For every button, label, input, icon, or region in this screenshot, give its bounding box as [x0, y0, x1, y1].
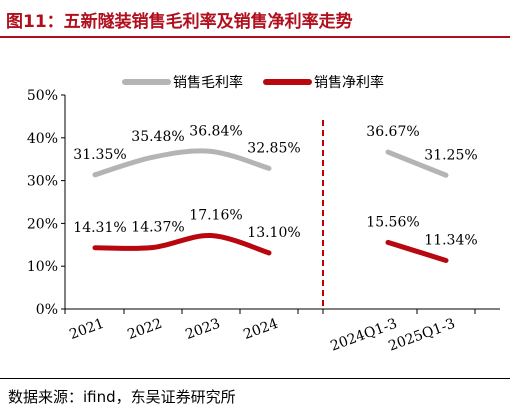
y-tick-label: 0% — [36, 302, 58, 318]
series-line-gross-quarterly — [385, 149, 449, 178]
source-divider — [0, 378, 510, 379]
legend-label-gross: 销售毛利率 — [173, 74, 243, 91]
series-line-gross-annual — [92, 148, 272, 178]
title-underline — [0, 36, 510, 38]
y-axis: 0% 10% 20% 30% 40% 50% — [27, 88, 66, 318]
x-tick-label: 2021 — [67, 316, 106, 343]
legend-label-net: 销售净利率 — [314, 74, 384, 91]
data-label-net: 15.56% — [366, 214, 419, 230]
data-label-gross: 32.85% — [247, 140, 300, 156]
series-line-net-quarterly — [385, 239, 449, 263]
data-labels: 31.35% 35.48% 36.84% 32.85% 36.67% 31.25% 14.3… — [73, 123, 477, 248]
figure-title-bar: 图11：五新隧装销售毛利率及销售净利率走势 — [0, 0, 510, 38]
y-tick-label: 10% — [27, 259, 58, 275]
y-tick-label: 20% — [27, 216, 58, 232]
data-label-gross: 31.25% — [424, 147, 477, 163]
data-label-gross: 35.48% — [131, 129, 184, 145]
data-label-gross: 31.35% — [73, 147, 126, 163]
x-tick-label: 2024 — [241, 316, 280, 343]
x-tick-label: 2024Q1-3 — [328, 316, 399, 355]
data-label-gross: 36.67% — [366, 124, 419, 140]
chart-legend: 销售毛利率 销售净利率 — [122, 74, 384, 91]
y-tick-label: 50% — [27, 88, 58, 104]
y-tick-label: 40% — [27, 131, 58, 147]
series-lines — [92, 120, 449, 309]
source-note: 数据来源：ifind，东吴证券研究所 — [8, 388, 236, 406]
data-label-net: 11.34% — [424, 232, 477, 248]
y-tick-label: 30% — [27, 174, 58, 190]
data-label-net: 17.16% — [189, 208, 242, 224]
x-tick-label: 2025Q1-3 — [386, 316, 457, 355]
margin-trend-chart: 0% 10% 20% 30% 40% 50% 2021 2022 2023 2024 2024Q1… — [27, 74, 500, 355]
figure-title: 图11：五新隧装销售毛利率及销售净利率走势 — [6, 12, 353, 32]
x-tick-label: 2022 — [125, 316, 164, 343]
series-line-net-annual — [92, 233, 272, 256]
data-label-net: 14.31% — [73, 220, 126, 236]
data-label-net: 13.10% — [247, 225, 300, 241]
data-label-net: 14.37% — [131, 219, 184, 235]
data-label-gross: 36.84% — [189, 123, 242, 139]
x-tick-label: 2023 — [183, 316, 222, 343]
